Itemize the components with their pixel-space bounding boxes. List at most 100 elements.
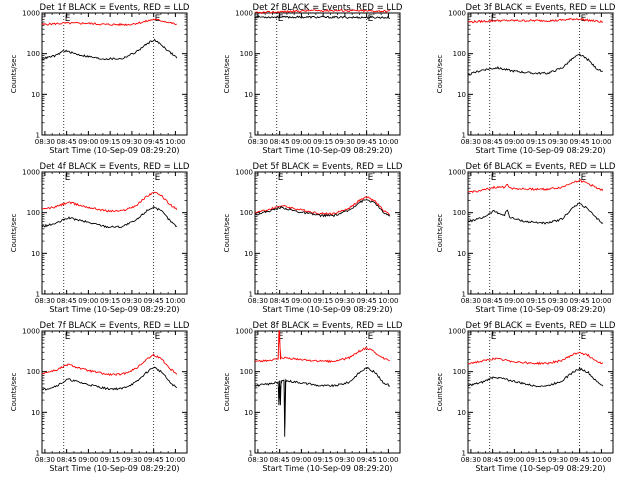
y-axis-label: Counts/sec	[436, 55, 444, 94]
x-tick-label: 09:00	[291, 297, 311, 305]
x-axis-label: Start Time (10-Sep-09 08:29:20)	[262, 464, 392, 473]
x-tick-label: 08:45	[57, 138, 77, 146]
series-line-red-lld	[467, 351, 604, 366]
x-tick-label: 08:45	[483, 138, 503, 146]
x-tick-label: 09:15	[526, 456, 546, 464]
x-axis-label: Start Time (10-Sep-09 08:29:20)	[262, 146, 392, 155]
y-tick-label: 100	[240, 50, 253, 58]
x-tick-label: 10:00	[165, 297, 185, 305]
x-tick-label: 10:00	[165, 456, 185, 464]
x-tick-label: 08:45	[483, 297, 503, 305]
detector-panel-3: Det 3f BLACK = Events, RED = LLD 1 10 100 10…	[436, 3, 616, 155]
event-marker-label: E	[278, 173, 284, 183]
chart-title: Det 9f BLACK = Events, RED = LLD	[466, 321, 616, 331]
y-tick-label: 10	[31, 250, 40, 258]
detector-panel-5: Det 5f BLACK = Events, RED = LLD 1 10 100 10…	[223, 162, 403, 314]
plot-frame	[467, 330, 614, 454]
y-tick-label: 100	[240, 368, 253, 376]
chart-title: Det 6f BLACK = Events, RED = LLD	[466, 162, 616, 172]
series-line-red-lld	[41, 191, 178, 213]
x-tick-label: 08:45	[57, 456, 77, 464]
y-axis-label: Counts/sec	[223, 55, 231, 94]
y-tick-label: 10	[244, 91, 253, 99]
event-marker-label: E	[368, 14, 374, 24]
x-tick-label: 10:00	[378, 138, 398, 146]
x-tick-label: 09:45	[144, 138, 164, 146]
x-tick-label: 09:30	[548, 297, 568, 305]
y-tick-label: 1	[249, 132, 253, 140]
y-tick-label: 1	[36, 291, 40, 299]
series-line-black-events	[467, 202, 604, 225]
detector-panel-8: Det 8f BLACK = Events, RED = LLD 1 10 100 10…	[223, 321, 403, 473]
x-tick-label: 08:45	[270, 138, 290, 146]
x-tick-label: 09:00	[504, 297, 524, 305]
y-axis-label: Counts/sec	[10, 55, 18, 94]
x-tick-label: 08:30	[35, 456, 55, 464]
y-tick-label: 1	[462, 450, 466, 458]
y-tick-label: 1000	[22, 10, 40, 18]
detector-panel-1: Det 1f BLACK = Events, RED = LLD 1 10 100 10…	[10, 3, 190, 155]
chart-title: Det 1f BLACK = Events, RED = LLD	[40, 3, 190, 13]
y-tick-label: 1	[462, 291, 466, 299]
plot-frame	[41, 330, 188, 454]
plot-frame	[254, 12, 401, 136]
y-tick-label: 1	[36, 132, 40, 140]
y-axis-label: Counts/sec	[223, 214, 231, 253]
x-tick-label: 09:30	[335, 138, 355, 146]
y-axis-label: Counts/sec	[10, 373, 18, 412]
detector-panel-9: Det 9f BLACK = Events, RED = LLD 1 10 100 10…	[436, 321, 616, 473]
x-tick-label: 09:15	[313, 456, 333, 464]
y-tick-label: 10	[244, 250, 253, 258]
x-tick-label: 09:15	[313, 297, 333, 305]
event-marker-label: E	[155, 14, 161, 24]
event-marker-label: E	[278, 332, 284, 342]
x-tick-label: 09:45	[357, 456, 377, 464]
x-tick-label: 09:30	[335, 456, 355, 464]
x-tick-label: 09:45	[144, 456, 164, 464]
x-tick-label: 09:00	[78, 297, 98, 305]
x-tick-label: 09:30	[122, 297, 142, 305]
plot-frame	[467, 171, 614, 295]
chart-title: Det 3f BLACK = Events, RED = LLD	[466, 3, 616, 13]
y-tick-label: 1000	[448, 10, 466, 18]
x-tick-label: 08:45	[270, 456, 290, 464]
x-tick-label: 08:30	[35, 297, 55, 305]
x-tick-label: 09:15	[100, 138, 120, 146]
x-tick-label: 09:15	[100, 456, 120, 464]
series-line-black-events	[254, 366, 391, 437]
series-line-black-events	[41, 38, 178, 61]
x-tick-label: 09:45	[570, 456, 590, 464]
y-tick-label: 10	[244, 409, 253, 417]
x-tick-label: 09:45	[144, 297, 164, 305]
x-tick-label: 09:00	[78, 138, 98, 146]
y-tick-label: 100	[27, 50, 40, 58]
series-line-black-events	[468, 366, 604, 388]
y-tick-label: 100	[453, 50, 466, 58]
series-line-red-lld	[41, 353, 178, 376]
event-marker-label: E	[278, 14, 284, 24]
detector-panel-2: Det 2f BLACK = Events, RED = LLD 1 10 100 10…	[223, 3, 403, 155]
x-tick-label: 09:00	[291, 456, 311, 464]
event-marker-label: E	[368, 173, 374, 183]
x-tick-label: 09:30	[122, 138, 142, 146]
x-tick-label: 10:00	[378, 456, 398, 464]
x-tick-label: 08:30	[461, 456, 481, 464]
x-tick-label: 08:30	[248, 456, 268, 464]
x-tick-label: 10:00	[591, 297, 611, 305]
event-marker-label: E	[491, 332, 497, 342]
series-line-red-lld	[254, 8, 391, 15]
event-marker-label: E	[581, 332, 587, 342]
y-axis-label: Counts/sec	[436, 214, 444, 253]
x-tick-label: 09:00	[291, 138, 311, 146]
y-tick-label: 1000	[448, 328, 466, 336]
y-tick-label: 100	[27, 368, 40, 376]
chart-title: Det 8f BLACK = Events, RED = LLD	[253, 321, 403, 331]
series-line-black-events	[41, 366, 178, 391]
y-axis-label: Counts/sec	[436, 373, 444, 412]
x-tick-label: 10:00	[591, 138, 611, 146]
x-tick-label: 08:30	[35, 138, 55, 146]
y-axis-label: Counts/sec	[223, 373, 231, 412]
event-marker-label: E	[65, 14, 71, 24]
y-tick-label: 1	[249, 450, 253, 458]
